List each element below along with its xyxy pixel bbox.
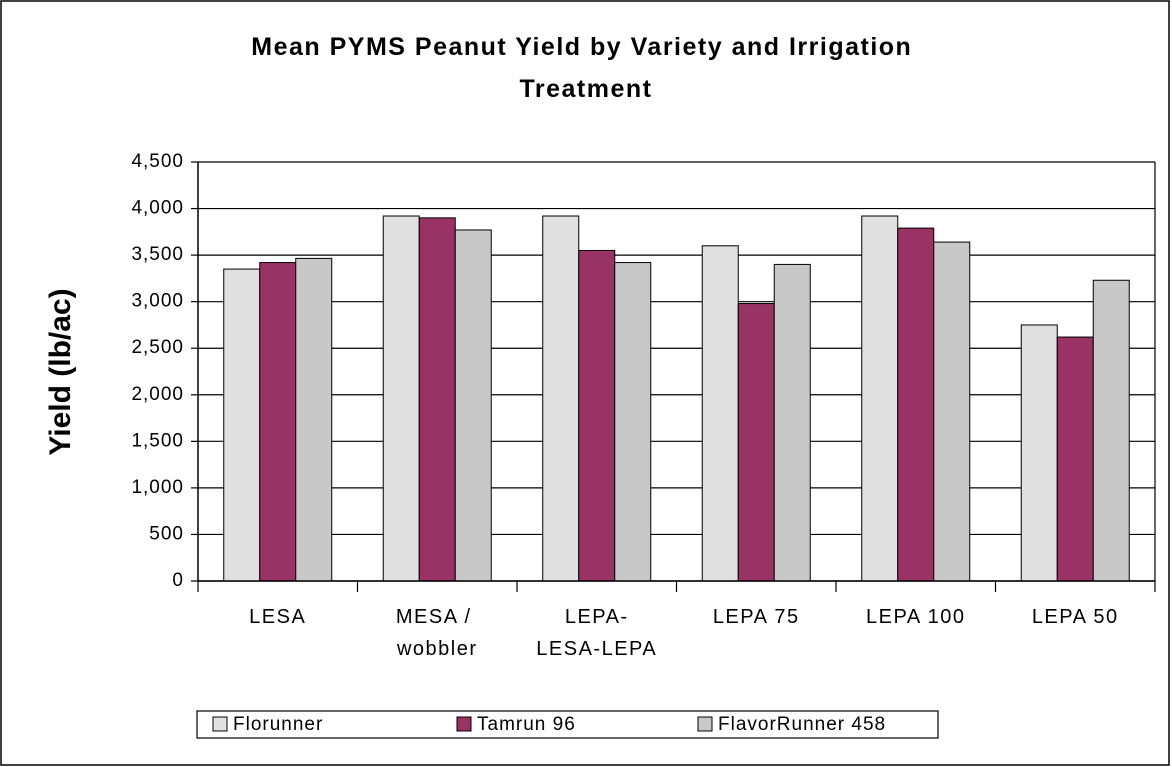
y-axis-label: Yield (lb/ac) (44, 288, 77, 455)
y-tick-label: 4,500 (131, 151, 184, 172)
bar (737, 303, 775, 582)
legend-swatch (697, 716, 713, 732)
bar (259, 262, 297, 582)
bar (542, 215, 580, 582)
bar (454, 229, 492, 582)
bar (933, 241, 971, 582)
bar (614, 262, 652, 582)
bar (295, 257, 333, 582)
x-tick-label: LEPA 50 (1032, 606, 1119, 628)
chart-title: Mean PYMS Peanut Yield by Variety and Ir… (251, 33, 921, 103)
bar (773, 263, 811, 582)
y-tick-label: 3,000 (131, 291, 184, 312)
x-tick-label: LEPA 100 (866, 606, 965, 628)
x-tick-label: LEPA-LESA-LEPA (536, 606, 657, 660)
y-tick-label: 0 (172, 570, 184, 591)
bar (223, 268, 261, 582)
bar (418, 217, 456, 582)
y-tick-label: 2,500 (131, 337, 184, 358)
y-tick-label: 3,500 (131, 244, 184, 265)
y-tick-label: 1,000 (131, 477, 184, 498)
bar (861, 215, 899, 582)
bar (701, 245, 739, 582)
x-tick-label: MESA / wobbler (396, 606, 479, 660)
bar (1092, 279, 1130, 582)
y-tick-label: 2,000 (131, 384, 184, 405)
legend-label: Tamrun 96 (477, 714, 576, 735)
y-tick-label: 1,500 (131, 430, 184, 451)
bar (578, 249, 616, 582)
legend-swatch (456, 716, 472, 732)
legend-box (196, 710, 939, 739)
legend-label: FlavorRunner 458 (718, 714, 886, 735)
legend-label: Florunner (233, 714, 323, 735)
x-tick-label: LESA (249, 606, 306, 628)
bar (1020, 324, 1058, 582)
bar (897, 227, 935, 582)
bar (382, 215, 420, 582)
y-tick-label: 4,000 (131, 198, 184, 219)
bar (1056, 336, 1094, 582)
x-tick-label: LEPA 75 (713, 606, 800, 628)
legend-swatch (212, 716, 228, 732)
y-tick-label: 500 (149, 523, 184, 544)
